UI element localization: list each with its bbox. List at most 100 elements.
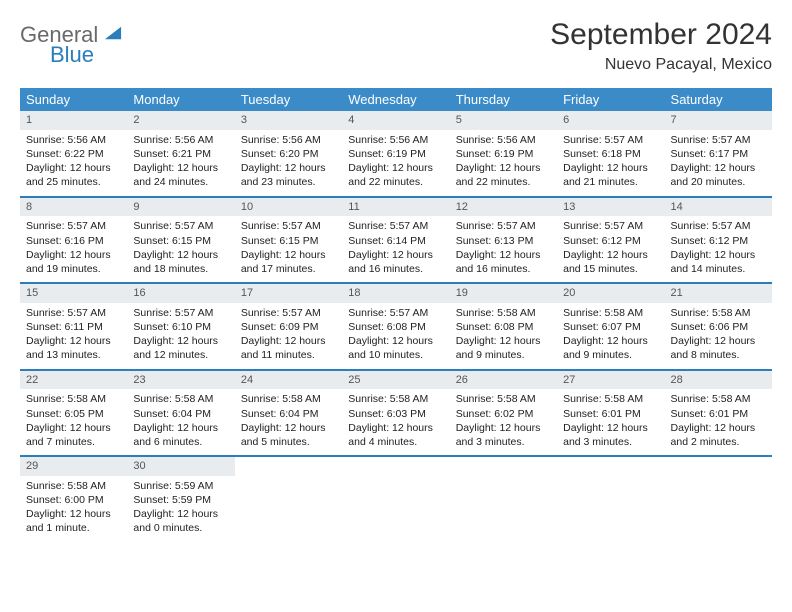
calendar-day-cell: 18 Sunrise: 5:57 AMSunset: 6:08 PMDayligh… — [342, 283, 449, 370]
sunset-text: Sunset: 6:08 PM — [348, 320, 443, 334]
daylight-text-1: Daylight: 12 hours — [348, 161, 443, 175]
sunrise-text: Sunrise: 5:57 AM — [133, 306, 228, 320]
day-number: 10 — [235, 198, 342, 217]
sunset-text: Sunset: 6:17 PM — [671, 147, 766, 161]
sunrise-text: Sunrise: 5:57 AM — [26, 219, 121, 233]
daylight-text-2: and 8 minutes. — [671, 348, 766, 362]
daylight-text-2: and 17 minutes. — [241, 262, 336, 276]
daylight-text-1: Daylight: 12 hours — [241, 248, 336, 262]
sunrise-text: Sunrise: 5:57 AM — [456, 219, 551, 233]
sunrise-text: Sunrise: 5:58 AM — [456, 306, 551, 320]
calendar-day-cell: 8Sunrise: 5:57 AMSunset: 6:16 PMDaylight… — [20, 197, 127, 284]
calendar-day-cell: 7Sunrise: 5:57 AMSunset: 6:17 PMDaylight… — [665, 111, 772, 197]
sunrise-text: Sunrise: 5:58 AM — [26, 392, 121, 406]
sunrise-text: Sunrise: 5:57 AM — [348, 306, 443, 320]
calendar-day-cell: 4Sunrise: 5:56 AMSunset: 6:19 PMDaylight… — [342, 111, 449, 197]
daylight-text-2: and 6 minutes. — [133, 435, 228, 449]
calendar-day-cell: 20Sunrise: 5:58 AMSunset: 6:07 PMDayligh… — [557, 283, 664, 370]
daylight-text-1: Daylight: 12 hours — [563, 248, 658, 262]
sunset-text: Sunset: 6:21 PM — [133, 147, 228, 161]
sunrise-text: Sunrise: 5:57 AM — [563, 133, 658, 147]
day-number: 26 — [450, 371, 557, 390]
sunrise-text: Sunrise: 5:58 AM — [241, 392, 336, 406]
calendar-day-cell: .. — [342, 456, 449, 542]
calendar-day-cell: 25Sunrise: 5:58 AMSunset: 6:03 PMDayligh… — [342, 370, 449, 457]
calendar-day-cell: 21Sunrise: 5:58 AMSunset: 6:06 PMDayligh… — [665, 283, 772, 370]
calendar-week-row: 15Sunrise: 5:57 AMSunset: 6:11 PMDayligh… — [20, 283, 772, 370]
calendar-day-cell: .. — [665, 456, 772, 542]
daylight-text-1: Daylight: 12 hours — [133, 248, 228, 262]
day-number: 25 — [342, 371, 449, 390]
sunrise-text: Sunrise: 5:57 AM — [671, 219, 766, 233]
calendar-day-cell: 16Sunrise: 5:57 AMSunset: 6:10 PMDayligh… — [127, 283, 234, 370]
calendar-table: Sunday Monday Tuesday Wednesday Thursday… — [20, 88, 772, 542]
calendar-day-cell: .. — [450, 456, 557, 542]
weekday-header: Wednesday — [342, 88, 449, 111]
sunrise-text: Sunrise: 5:58 AM — [671, 392, 766, 406]
day-number: 18 — [342, 284, 449, 303]
calendar-day-cell: 30Sunrise: 5:59 AMSunset: 5:59 PMDayligh… — [127, 456, 234, 542]
daylight-text-2: and 7 minutes. — [26, 435, 121, 449]
calendar-day-cell: 23Sunrise: 5:58 AMSunset: 6:04 PMDayligh… — [127, 370, 234, 457]
sunrise-text: Sunrise: 5:57 AM — [671, 133, 766, 147]
sunset-text: Sunset: 6:19 PM — [456, 147, 551, 161]
sunset-text: Sunset: 6:02 PM — [456, 407, 551, 421]
calendar-day-cell: .. — [557, 456, 664, 542]
sunset-text: Sunset: 6:14 PM — [348, 234, 443, 248]
day-number: 3 — [235, 111, 342, 130]
sunset-text: Sunset: 6:01 PM — [671, 407, 766, 421]
calendar-day-cell: 3Sunrise: 5:56 AMSunset: 6:20 PMDaylight… — [235, 111, 342, 197]
sunrise-text: Sunrise: 5:58 AM — [671, 306, 766, 320]
day-number: 8 — [20, 198, 127, 217]
day-body: Sunrise: 5:57 AMSunset: 6:10 PMDaylight:… — [127, 303, 234, 369]
day-body: Sunrise: 5:56 AMSunset: 6:19 PMDaylight:… — [342, 130, 449, 196]
sunset-text: Sunset: 6:20 PM — [241, 147, 336, 161]
day-body: Sunrise: 5:58 AMSunset: 6:03 PMDaylight:… — [342, 389, 449, 455]
calendar-day-cell: 26Sunrise: 5:58 AMSunset: 6:02 PMDayligh… — [450, 370, 557, 457]
day-body: Sunrise: 5:57 AMSunset: 6:14 PMDaylight:… — [342, 216, 449, 282]
day-body: Sunrise: 5:58 AMSunset: 6:04 PMDaylight:… — [127, 389, 234, 455]
sunrise-text: Sunrise: 5:57 AM — [241, 306, 336, 320]
day-number: 16 — [127, 284, 234, 303]
calendar-day-cell: 10Sunrise: 5:57 AMSunset: 6:15 PMDayligh… — [235, 197, 342, 284]
daylight-text-1: Daylight: 12 hours — [563, 334, 658, 348]
day-number: 12 — [450, 198, 557, 217]
day-number: 1 — [20, 111, 127, 130]
sunrise-text: Sunrise: 5:56 AM — [348, 133, 443, 147]
day-body: Sunrise: 5:58 AMSunset: 6:00 PMDaylight:… — [20, 476, 127, 542]
sunset-text: Sunset: 6:05 PM — [26, 407, 121, 421]
daylight-text-1: Daylight: 12 hours — [348, 334, 443, 348]
calendar-week-row: 29Sunrise: 5:58 AMSunset: 6:00 PMDayligh… — [20, 456, 772, 542]
daylight-text-1: Daylight: 12 hours — [26, 421, 121, 435]
sunset-text: Sunset: 6:01 PM — [563, 407, 658, 421]
day-body: Sunrise: 5:58 AMSunset: 6:08 PMDaylight:… — [450, 303, 557, 369]
day-body: Sunrise: 5:56 AMSunset: 6:19 PMDaylight:… — [450, 130, 557, 196]
brand-text: General Blue — [20, 24, 122, 66]
daylight-text-2: and 2 minutes. — [671, 435, 766, 449]
daylight-text-1: Daylight: 12 hours — [241, 334, 336, 348]
weekday-header: Saturday — [665, 88, 772, 111]
daylight-text-2: and 24 minutes. — [133, 175, 228, 189]
calendar-week-row: 8Sunrise: 5:57 AMSunset: 6:16 PMDaylight… — [20, 197, 772, 284]
day-number: 4 — [342, 111, 449, 130]
day-number: 23 — [127, 371, 234, 390]
sunrise-text: Sunrise: 5:56 AM — [133, 133, 228, 147]
daylight-text-2: and 25 minutes. — [26, 175, 121, 189]
daylight-text-2: and 10 minutes. — [348, 348, 443, 362]
daylight-text-2: and 16 minutes. — [456, 262, 551, 276]
sunrise-text: Sunrise: 5:57 AM — [348, 219, 443, 233]
daylight-text-2: and 19 minutes. — [26, 262, 121, 276]
day-body: Sunrise: 5:57 AMSunset: 6:11 PMDaylight:… — [20, 303, 127, 369]
calendar-day-cell: 15Sunrise: 5:57 AMSunset: 6:11 PMDayligh… — [20, 283, 127, 370]
day-number: 21 — [665, 284, 772, 303]
daylight-text-1: Daylight: 12 hours — [456, 161, 551, 175]
day-body: Sunrise: 5:58 AMSunset: 6:02 PMDaylight:… — [450, 389, 557, 455]
daylight-text-2: and 3 minutes. — [456, 435, 551, 449]
daylight-text-2: and 14 minutes. — [671, 262, 766, 276]
day-body: Sunrise: 5:56 AMSunset: 6:21 PMDaylight:… — [127, 130, 234, 196]
sunrise-text: Sunrise: 5:56 AM — [241, 133, 336, 147]
day-body: Sunrise: 5:58 AMSunset: 6:06 PMDaylight:… — [665, 303, 772, 369]
calendar-day-cell: 19Sunrise: 5:58 AMSunset: 6:08 PMDayligh… — [450, 283, 557, 370]
weekday-header: Thursday — [450, 88, 557, 111]
daylight-text-2: and 15 minutes. — [563, 262, 658, 276]
